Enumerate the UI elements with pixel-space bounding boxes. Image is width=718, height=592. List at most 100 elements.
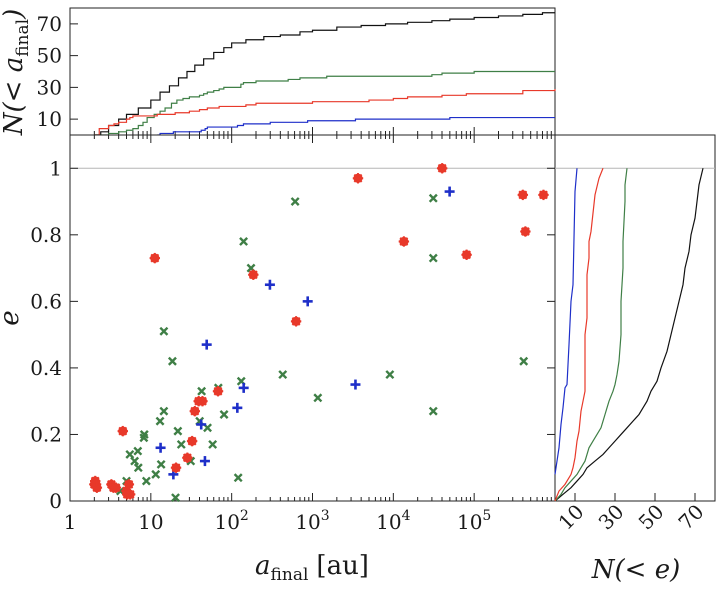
main-y-tick-label: 1 <box>49 156 62 180</box>
point-green-x <box>219 410 229 419</box>
main-x-axis-label-unit: [au] <box>316 551 369 581</box>
main-panel-ticks: 1 10 102 103 104 105 0 0.2 0.4 0.6 0.8 1 <box>30 135 555 534</box>
main-y-tick-label: 0.2 <box>30 422 62 446</box>
point-blue-plus <box>232 402 243 413</box>
top-series-red <box>94 88 556 136</box>
point-green-x <box>141 476 151 486</box>
main-x-tick-label: 105 <box>457 508 491 534</box>
point-green-x <box>208 439 218 449</box>
main-panel-frame <box>69 134 556 502</box>
point-green-x <box>133 446 143 456</box>
top-panel-ticks: 10 30 50 70 <box>37 12 552 135</box>
point-green-x <box>151 469 161 479</box>
main-panel-marks <box>89 163 549 503</box>
top-y-axis-label: N(< afinal) <box>0 9 33 137</box>
top-y-tick-label: 70 <box>37 12 62 36</box>
point-blue-plus <box>444 186 455 197</box>
point-red-asterisk <box>197 395 208 407</box>
point-red-asterisk <box>290 316 302 327</box>
point-red-asterisk <box>538 189 549 201</box>
main-x-axis-label-symbol: a <box>255 551 271 581</box>
point-green-x <box>239 237 249 246</box>
right-x-tick-label: 50 <box>634 500 669 535</box>
point-green-x <box>125 449 135 459</box>
point-red-asterisk <box>182 452 193 463</box>
point-green-x <box>278 370 288 380</box>
point-green-x <box>159 326 169 336</box>
point-red-asterisk <box>189 405 201 417</box>
right-x-axis-label: N(< e) <box>591 555 680 585</box>
top-y-axis-label-symbol: a <box>0 57 29 73</box>
main-y-tick-label: 0 <box>49 489 62 513</box>
point-green-x <box>233 473 243 483</box>
point-green-x <box>171 493 180 503</box>
top-series-green <box>94 70 555 136</box>
main-x-axis-label-subscript: final <box>271 565 309 585</box>
point-blue-plus <box>196 419 207 430</box>
main-panel: 1 10 102 103 104 105 0 0.2 0.4 0.6 0.8 1 <box>30 134 556 534</box>
point-red-asterisk <box>117 425 129 437</box>
point-red-asterisk <box>212 386 224 397</box>
top-series-black <box>94 12 555 136</box>
point-red-asterisk <box>520 226 531 237</box>
right-x-tick-label: 10 <box>554 500 589 535</box>
top-y-tick-label: 50 <box>37 44 62 68</box>
point-green-x <box>428 253 438 263</box>
point-green-x <box>130 456 140 466</box>
right-series-blue <box>554 168 578 475</box>
point-red-asterisk <box>436 163 448 174</box>
point-red-asterisk <box>517 189 529 201</box>
main-y-tick-label: 0.6 <box>30 289 62 313</box>
top-y-axis-label-suffix: ) <box>0 9 29 20</box>
point-red-asterisk <box>186 435 198 447</box>
point-green-x <box>428 193 438 203</box>
main-x-tick-label: 1 <box>64 510 77 534</box>
point-green-x <box>156 459 166 469</box>
main-x-tick-label: 104 <box>376 508 410 534</box>
point-green-x <box>313 393 323 403</box>
point-green-x <box>519 356 529 366</box>
point-red-asterisk <box>149 252 161 264</box>
point-blue-plus <box>238 382 249 393</box>
point-red-asterisk <box>123 479 135 490</box>
point-green-x <box>176 439 186 449</box>
top-y-tick-label: 10 <box>37 107 62 131</box>
point-green-x <box>428 406 438 416</box>
top-y-axis-label-subscript: final <box>13 19 33 57</box>
point-blue-plus <box>155 442 166 453</box>
point-green-x <box>173 426 183 436</box>
top-y-axis-label-prefix: N(< <box>0 72 29 136</box>
point-blue-plus <box>199 456 210 467</box>
point-green-x <box>167 356 177 366</box>
right-panel: 10 30 50 70 <box>554 134 716 535</box>
right-series-red <box>554 168 604 502</box>
main-y-tick-label: 0.8 <box>30 223 62 247</box>
point-blue-plus <box>350 379 361 390</box>
right-panel-series <box>554 168 704 502</box>
point-red-asterisk <box>352 173 364 184</box>
point-green-x <box>139 430 149 439</box>
point-blue-plus <box>264 279 275 290</box>
point-blue-plus <box>201 339 212 350</box>
main-x-tick-label: 10 <box>138 510 163 534</box>
point-green-x <box>159 406 169 416</box>
right-series-green <box>554 168 628 502</box>
point-green-x <box>290 197 300 206</box>
right-x-tick-label: 70 <box>674 500 709 535</box>
point-green-x <box>197 386 207 396</box>
top-panel: 10 30 50 70 <box>37 7 556 136</box>
top-series-blue <box>157 116 555 136</box>
top-panel-series <box>94 12 556 136</box>
point-red-asterisk <box>124 489 136 500</box>
point-red-asterisk <box>170 462 182 473</box>
right-panel-frame <box>554 134 716 502</box>
point-green-x <box>133 463 143 473</box>
point-green-x <box>385 370 395 380</box>
right-series-black <box>554 168 704 502</box>
main-y-tick-label: 0.4 <box>30 356 62 380</box>
point-green-x <box>155 416 165 426</box>
point-blue-plus <box>302 296 313 307</box>
point-red-asterisk <box>110 482 122 493</box>
main-x-axis-label: afinal [au] <box>255 551 369 585</box>
